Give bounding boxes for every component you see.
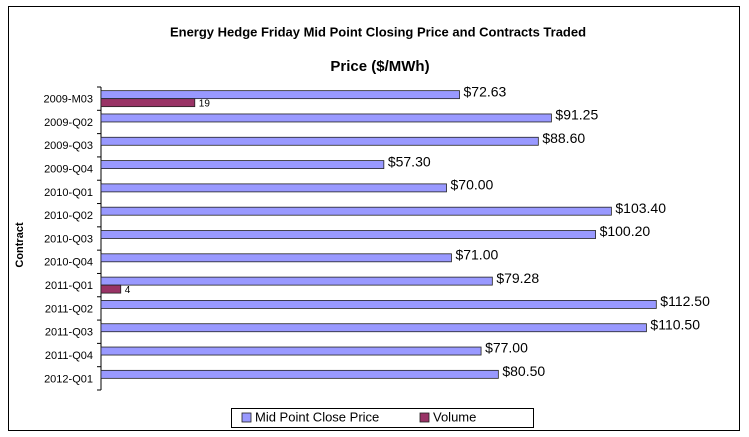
legend-label: Mid Point Close Price [255, 409, 379, 424]
y-tick-label: 2009-Q03 [44, 140, 93, 152]
bar [100, 300, 657, 309]
data-label: $88.60 [542, 130, 585, 146]
bar [100, 136, 539, 146]
data-label: $112.50 [660, 293, 710, 309]
y-tick-label: 2011-Q04 [45, 350, 93, 362]
data-label: $79.28 [496, 270, 539, 286]
bar [100, 323, 647, 333]
legend-swatch [241, 412, 252, 423]
chart-title: Energy Hedge Friday Mid Point Closing Pr… [170, 24, 586, 39]
data-label: $110.50 [650, 316, 700, 332]
data-label: 19 [199, 98, 211, 109]
bar [100, 284, 122, 294]
bar [100, 113, 552, 123]
data-label: $57.30 [388, 153, 431, 169]
chart-subtitle: Price ($/MWh) [330, 58, 429, 75]
bar [100, 276, 493, 286]
y-tick-label: 2010-Q01 [44, 187, 93, 199]
bar [100, 98, 196, 108]
data-label: $91.25 [555, 107, 598, 123]
y-axis-label: Contract [14, 222, 26, 268]
y-tick-label: 2009-Q02 [44, 117, 93, 129]
data-label: $70.00 [451, 177, 494, 193]
bar [100, 253, 452, 263]
y-tick-label: 2010-Q03 [44, 233, 93, 245]
bar [100, 160, 385, 169]
y-tick-label: 2011-Q03 [45, 327, 93, 339]
bar [100, 206, 612, 216]
y-tick-label: 2009-Q04 [44, 163, 93, 175]
chart-frame [8, 6, 740, 431]
legend-swatch [419, 412, 430, 423]
data-label: $77.00 [485, 340, 528, 356]
bar [100, 346, 482, 356]
y-tick-label: 2010-Q02 [44, 210, 93, 222]
data-label: $72.63 [464, 83, 507, 99]
data-label: 4 [125, 285, 131, 296]
y-tick-label: 2009-M03 [43, 94, 93, 106]
y-tick-label: 2011-Q01 [45, 280, 93, 292]
legend-label: Volume [433, 409, 476, 424]
data-label: $80.50 [502, 363, 545, 379]
bar [100, 230, 596, 239]
data-label: $103.40 [615, 200, 666, 216]
bar [100, 369, 499, 379]
y-tick-label: 2011-Q02 [45, 303, 93, 315]
legend-box [231, 408, 534, 428]
data-label: $100.20 [600, 223, 651, 239]
y-tick-label: 2010-Q04 [44, 257, 93, 269]
y-tick-label: 2012-Q01 [44, 373, 93, 385]
bar [100, 183, 447, 193]
data-label: $71.00 [455, 247, 498, 263]
bar [100, 90, 460, 100]
